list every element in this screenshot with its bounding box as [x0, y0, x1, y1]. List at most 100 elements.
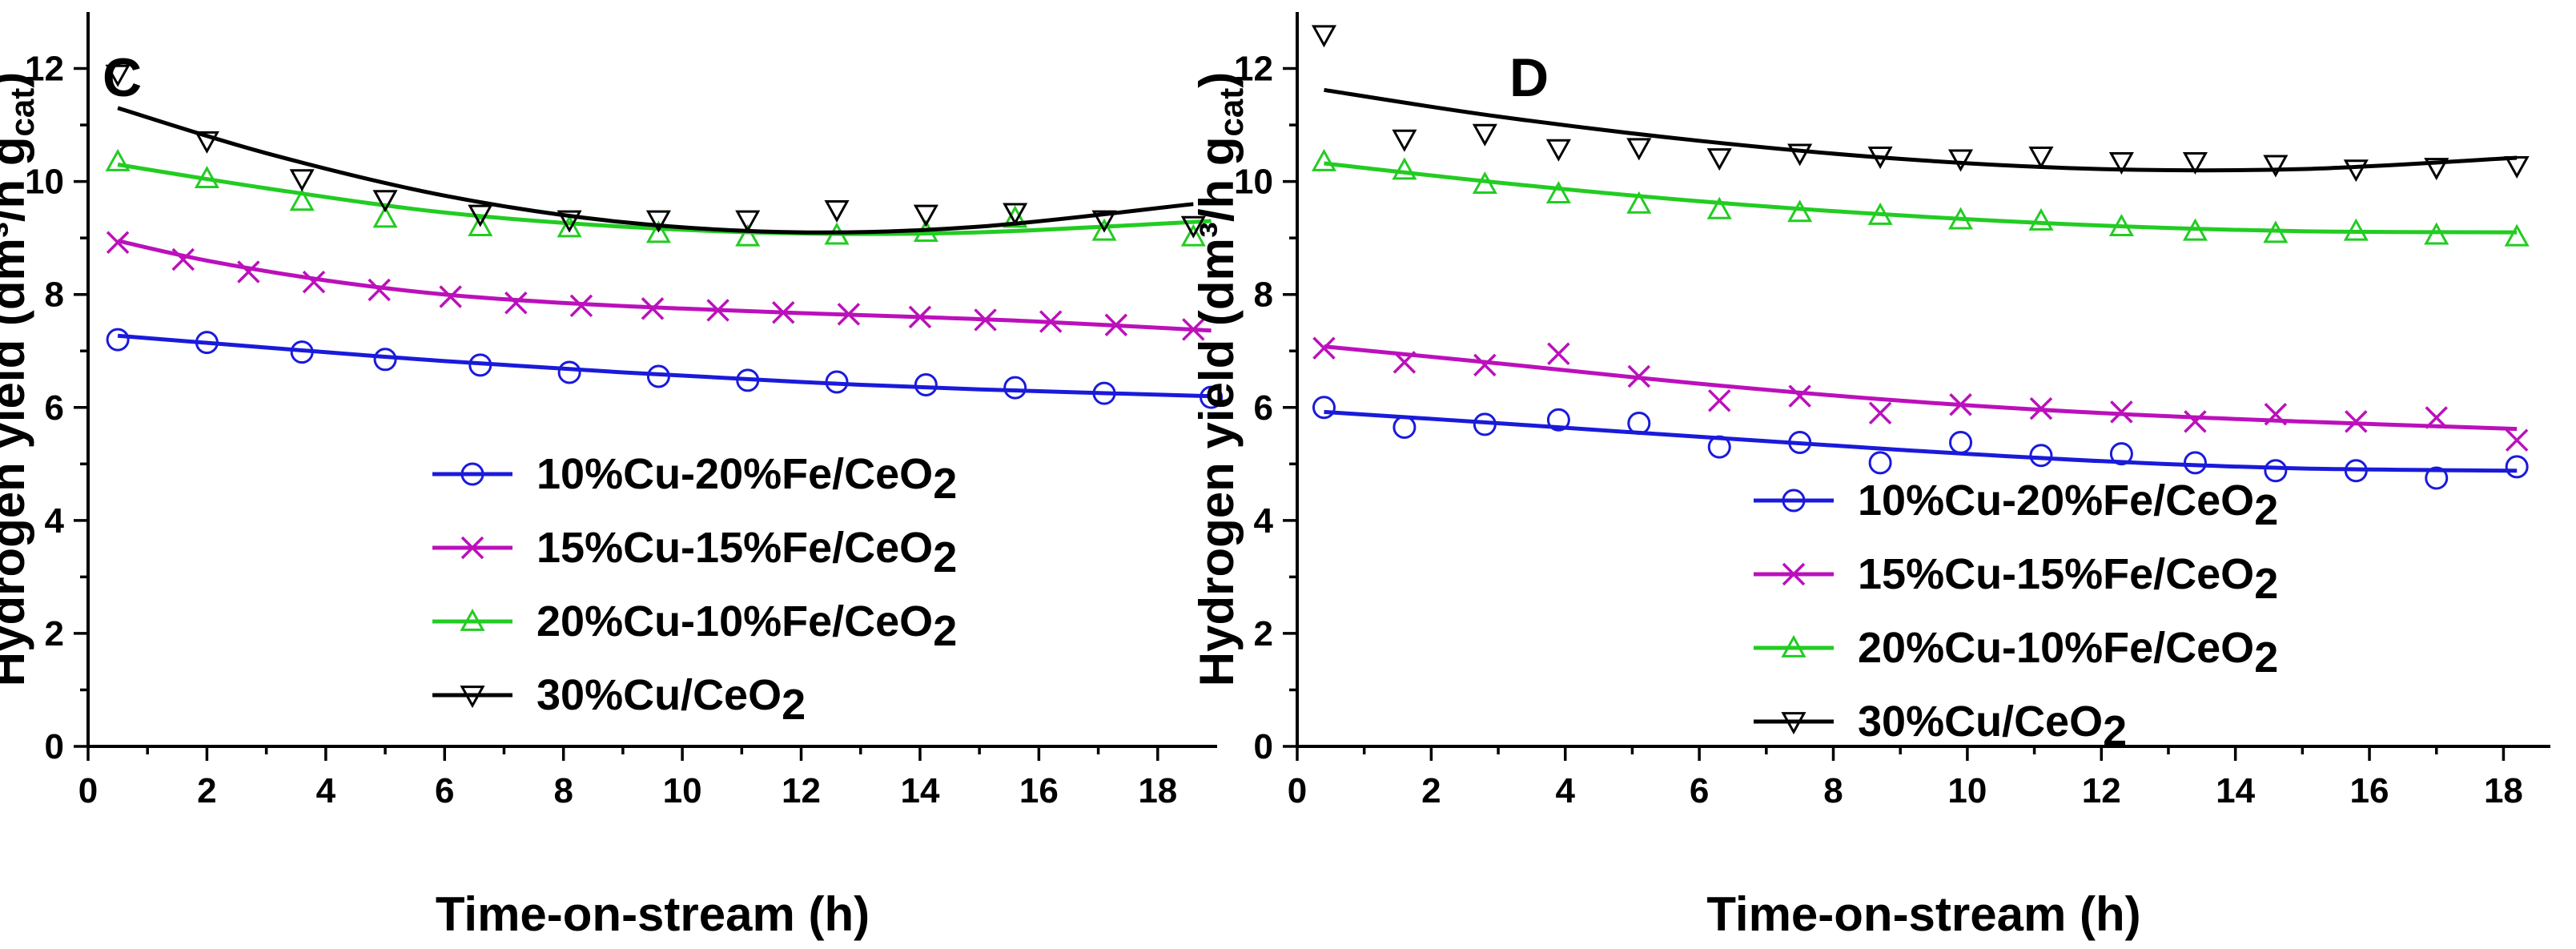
data-point — [1627, 412, 1651, 436]
y-axis-title: Hydrogen yield (dm³/h gcat) — [1190, 72, 1250, 686]
data-point — [735, 223, 761, 247]
data-point — [772, 301, 795, 324]
data-point — [914, 373, 938, 397]
data-point — [1545, 181, 1571, 204]
x-tick-label: 6 — [435, 771, 454, 810]
data-point-stroke — [837, 303, 861, 326]
y-tick-label: 4 — [1254, 501, 1274, 541]
legend-label-sub: 2 — [2254, 486, 2278, 534]
data-point-stroke — [706, 299, 729, 322]
data-point — [290, 340, 314, 364]
data-point-stroke — [368, 278, 391, 302]
legend-label-sub: 2 — [2103, 707, 2127, 755]
y-tick-label: 4 — [45, 501, 65, 541]
data-point — [1546, 408, 1570, 432]
legend-label-main: 20%Cu-10%Fe/CeO — [536, 597, 933, 645]
data-point — [1180, 223, 1206, 247]
legend-label: 30%Cu/CeO2 — [536, 671, 806, 729]
legend-item: 15%Cu-15%Fe/CeO2 — [1754, 550, 2278, 608]
series-1 — [1312, 336, 2529, 452]
y-tick-label: 10 — [1234, 163, 1273, 202]
data-point — [2264, 402, 2288, 426]
data-point-stroke — [2425, 406, 2448, 429]
x-tick-label: 18 — [2484, 771, 2523, 810]
legend-item: 20%Cu-10%Fe/CeO2 — [1754, 624, 2278, 682]
fit-line — [117, 163, 1212, 236]
data-point — [1003, 203, 1028, 226]
data-point — [824, 199, 850, 223]
data-point — [2029, 444, 2053, 468]
y-tick-label: 2 — [45, 614, 64, 653]
x-tick-label: 0 — [1288, 771, 1307, 810]
legend-label: 20%Cu-10%Fe/CeO2 — [1858, 624, 2278, 682]
data-point — [1311, 148, 1337, 171]
data-point — [1091, 218, 1117, 241]
data-point — [2028, 146, 2054, 169]
data-point-stroke — [1708, 389, 1731, 412]
data-point — [439, 285, 462, 308]
legend-marker-stroke — [1782, 562, 1806, 586]
data-point — [646, 364, 670, 388]
data-point — [1708, 389, 1731, 412]
data-point — [105, 64, 131, 87]
y-tick-label: 6 — [1254, 388, 1273, 428]
data-point-stroke — [569, 294, 593, 318]
fit-line — [1324, 344, 2518, 432]
x-axis-title: Time-on-stream (h) — [1706, 887, 2140, 941]
x-tick-label: 2 — [197, 771, 216, 810]
data-point — [1092, 381, 1116, 405]
y-tick-label: 8 — [45, 275, 64, 315]
data-point — [2504, 155, 2530, 179]
data-point — [1003, 376, 1027, 400]
data-point — [1200, 385, 1224, 409]
fit-line — [117, 239, 1212, 333]
y-axis-title-main: Hydrogen yield (dm³/h g — [1190, 136, 1244, 686]
data-point — [645, 220, 671, 243]
data-point — [2184, 410, 2207, 433]
x-tick-label: 10 — [663, 771, 702, 810]
panel-d: 0 2 4 6 8 10 12 14 16 18 0 2 4 6 8 10 12 Time-on-stream (… — [1190, 12, 2550, 941]
data-point — [1949, 431, 1973, 455]
x-tick-label: 0 — [78, 771, 98, 810]
data-point-stroke — [1312, 336, 1336, 360]
data-point-stroke — [1868, 401, 1892, 425]
legend-label-sub: 2 — [2254, 560, 2278, 608]
legend-label-main: 20%Cu-10%Fe/CeO — [1858, 624, 2254, 672]
data-point — [1392, 129, 1417, 152]
data-point-stroke — [1949, 393, 1972, 416]
legend-marker — [460, 462, 484, 486]
data-point — [2029, 396, 2053, 420]
data-point — [1182, 318, 1205, 341]
data-point — [1312, 396, 1336, 420]
data-point — [2263, 220, 2289, 243]
fit-line — [117, 106, 1194, 235]
legend-marker — [460, 536, 484, 560]
y-tick-label: 8 — [1254, 275, 1273, 315]
data-point — [171, 247, 195, 271]
data-point — [2109, 442, 2133, 466]
data-point — [1788, 384, 1811, 408]
y-tick-label: 12 — [1234, 50, 1273, 89]
data-point — [2425, 406, 2448, 429]
panel-c: 0 2 4 6 8 10 12 14 16 18 0 2 4 6 8 10 12 Time-on-stream (… — [0, 12, 1224, 941]
data-point-stroke — [302, 270, 326, 294]
fit-line — [1324, 87, 2518, 173]
data-point-stroke — [504, 292, 528, 315]
data-point — [105, 148, 131, 171]
legend-item: 30%Cu/CeO2 — [1754, 698, 2127, 755]
data-point — [1788, 431, 1812, 455]
data-point — [2504, 223, 2530, 247]
data-point — [1626, 138, 1652, 161]
data-point — [194, 165, 219, 188]
x-tick-label: 14 — [2216, 771, 2255, 810]
data-point — [106, 231, 130, 255]
legend-label-sub: 2 — [933, 460, 957, 508]
data-point — [194, 131, 219, 154]
data-point-stroke — [1788, 384, 1811, 408]
legend: 10%Cu-20%Fe/CeO215%Cu-15%Fe/CeO220%Cu-10… — [1754, 477, 2278, 755]
data-point — [641, 297, 665, 320]
data-point — [1868, 451, 1892, 475]
legend: 10%Cu-20%Fe/CeO215%Cu-15%Fe/CeO220%Cu-10… — [432, 450, 957, 729]
legend-label-main: 10%Cu-20%Fe/CeO — [536, 450, 933, 498]
data-point — [645, 210, 671, 233]
